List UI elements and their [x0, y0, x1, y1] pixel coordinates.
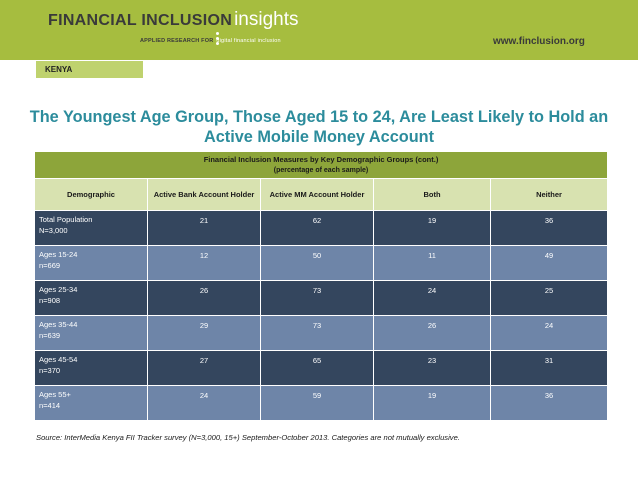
both-value: 19: [373, 210, 491, 246]
demographic-group: Ages 45-54: [39, 355, 78, 364]
mm-value: 50: [260, 245, 374, 281]
neither-value: 25: [489, 280, 609, 316]
table-row: Ages 45-54 n=370 27 65 23 31: [34, 350, 609, 386]
column-header-bank: Active Bank Account Holder: [147, 178, 261, 211]
table-row: Ages 15-24 n=669 12 50 11 49: [34, 245, 609, 281]
website-url: www.finclusion.org: [493, 36, 585, 47]
caption-subtitle: (percentage of each sample): [273, 167, 369, 174]
table-caption: Financial Inclusion Measures by Key Demo…: [33, 151, 609, 179]
brand-insights: insights: [234, 9, 299, 30]
both-value: 24: [373, 280, 491, 316]
sample-size: N=3,000: [39, 226, 68, 235]
mm-value: 62: [260, 210, 374, 246]
column-header-both: Both: [373, 178, 491, 211]
table-row: Total Population N=3,000 21 62 19 36: [34, 210, 609, 246]
mm-value: 59: [260, 385, 374, 421]
slide-title: The Youngest Age Group, Those Aged 15 to…: [29, 108, 609, 146]
sample-size: n=370: [39, 366, 61, 375]
sample-size: n=908: [39, 296, 61, 305]
demographic-cell: Ages 35-44 n=639: [34, 315, 148, 351]
table-row: Ages 55+ n=414 24 59 19 36: [34, 385, 609, 421]
source-note: Source: InterMedia Kenya FII Tracker sur…: [36, 433, 460, 442]
dots-icon: [216, 32, 219, 52]
demographic-cell: Ages 15-24 n=669: [34, 245, 148, 281]
sample-size: n=639: [39, 331, 61, 340]
neither-value: 36: [489, 385, 609, 421]
neither-value: 36: [489, 210, 609, 246]
brand-name: FINANCIAL INCLUSION: [48, 12, 233, 29]
bank-value: 26: [147, 280, 261, 316]
both-value: 19: [373, 385, 491, 421]
sample-size: n=414: [39, 401, 61, 410]
mm-value: 73: [260, 315, 374, 351]
neither-value: 24: [489, 315, 609, 351]
header-banner: FINANCIAL INCLUSION insights APPLIED RESE…: [0, 0, 638, 60]
table-row: Ages 25-34 n=908 26 73 24 25: [34, 280, 609, 316]
tagline-light: digital financial inclusion: [216, 38, 281, 44]
demographics-table: Financial Inclusion Measures by Key Demo…: [33, 151, 609, 421]
table-header-row: Demographic Active Bank Account Holder A…: [34, 178, 609, 211]
neither-value: 49: [489, 245, 609, 281]
both-value: 26: [373, 315, 491, 351]
column-header-demographic: Demographic: [34, 178, 148, 211]
caption-title: Financial Inclusion Measures by Key Demo…: [203, 155, 439, 164]
column-header-neither: Neither: [489, 178, 609, 211]
column-header-mm: Active MM Account Holder: [260, 178, 374, 211]
tagline-bold: APPLIED RESEARCH FOR: [140, 38, 214, 44]
brand-logo: FINANCIAL INCLUSION insights: [48, 9, 299, 31]
demographic-group: Ages 35-44: [39, 320, 78, 329]
both-value: 23: [373, 350, 491, 386]
demographic-group: Ages 55+: [39, 390, 71, 399]
table-caption-row: Financial Inclusion Measures by Key Demo…: [33, 151, 609, 179]
table-row: Ages 35-44 n=639 29 73 26 24: [34, 315, 609, 351]
demographic-cell: Ages 25-34 n=908: [34, 280, 148, 316]
demographic-group: Ages 25-34: [39, 285, 78, 294]
demographic-cell: Ages 45-54 n=370: [34, 350, 148, 386]
bank-value: 27: [147, 350, 261, 386]
country-tab: KENYA: [36, 61, 143, 78]
both-value: 11: [373, 245, 491, 281]
demographic-group: Total Population: [39, 215, 93, 224]
demographic-group: Ages 15-24: [39, 250, 78, 259]
bank-value: 12: [147, 245, 261, 281]
mm-value: 73: [260, 280, 374, 316]
neither-value: 31: [489, 350, 609, 386]
sample-size: n=669: [39, 261, 61, 270]
mm-value: 65: [260, 350, 374, 386]
demographic-cell: Total Population N=3,000: [34, 210, 148, 246]
brand-tagline: APPLIED RESEARCH FOR digital financial in…: [140, 38, 281, 44]
bank-value: 24: [147, 385, 261, 421]
demographic-cell: Ages 55+ n=414: [34, 385, 148, 421]
bank-value: 21: [147, 210, 261, 246]
bank-value: 29: [147, 315, 261, 351]
